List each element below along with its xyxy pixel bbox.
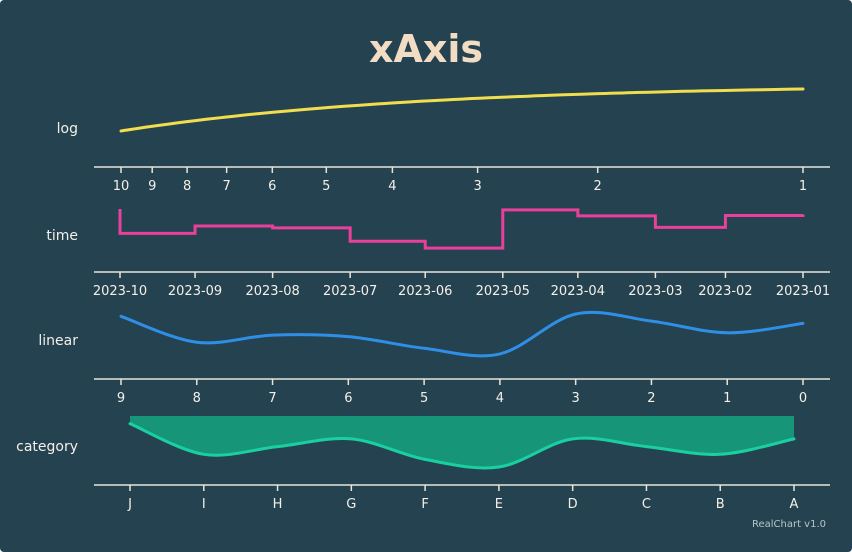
log-tick-label: 5 <box>322 179 330 194</box>
time-series-line <box>118 208 805 250</box>
time-tick-label: 2023-10 <box>93 284 147 299</box>
category-tick-label: D <box>568 497 578 512</box>
linear-tick-label: 1 <box>723 391 731 406</box>
category-tick-label: H <box>273 497 283 512</box>
time-tick-label: 2023-09 <box>168 284 222 299</box>
time-tick-label: 2023-08 <box>245 284 299 299</box>
time-tick-label: 2023-07 <box>323 284 377 299</box>
log-series-line <box>119 87 805 133</box>
log-tick-label: 10 <box>113 179 130 194</box>
time-tick-label: 2023-04 <box>551 284 605 299</box>
linear-series-line <box>119 310 805 358</box>
category-axis-label: category <box>16 439 78 455</box>
log-tick-label: 6 <box>268 179 276 194</box>
time-tick-label: 2023-02 <box>698 284 752 299</box>
log-tick-label: 3 <box>473 179 481 194</box>
time-tick-label: 2023-03 <box>628 284 682 299</box>
linear-tick-label: 8 <box>193 391 201 406</box>
linear-tick-label: 0 <box>799 391 807 406</box>
log-tick-label: 4 <box>388 179 396 194</box>
category-series-area <box>130 416 794 468</box>
linear-tick-label: 4 <box>496 391 504 406</box>
category-series-line <box>128 422 796 470</box>
log-axis-label: log <box>57 121 78 137</box>
log-tick-label: 7 <box>223 179 231 194</box>
linear-tick-label: 2 <box>647 391 655 406</box>
log-tick-label: 2 <box>594 179 602 194</box>
linear-tick-label: 7 <box>268 391 276 406</box>
category-tick-label: G <box>346 497 356 512</box>
category-tick-label: B <box>716 497 725 512</box>
category-tick-label: C <box>642 497 651 512</box>
chart-credit: RealChart v1.0 <box>752 519 826 530</box>
category-tick-label: F <box>421 497 428 512</box>
log-tick-label: 1 <box>799 179 807 194</box>
category-tick-label: A <box>790 497 799 512</box>
time-tick-label: 2023-05 <box>476 284 530 299</box>
linear-tick-label: 9 <box>117 391 125 406</box>
log-tick-label: 9 <box>148 179 156 194</box>
category-tick-label: I <box>202 497 206 512</box>
linear-tick-label: 3 <box>572 391 580 406</box>
time-tick-label: 2023-01 <box>776 284 830 299</box>
chart-title: xAxis <box>369 27 483 71</box>
log-tick-label: 8 <box>183 179 191 194</box>
time-axis-label: time <box>46 228 78 244</box>
category-tick-label: J <box>127 497 132 512</box>
linear-tick-label: 6 <box>344 391 352 406</box>
linear-axis-label: linear <box>38 333 78 349</box>
category-tick-label: E <box>495 497 503 512</box>
time-tick-label: 2023-06 <box>398 284 452 299</box>
linear-tick-label: 5 <box>420 391 428 406</box>
